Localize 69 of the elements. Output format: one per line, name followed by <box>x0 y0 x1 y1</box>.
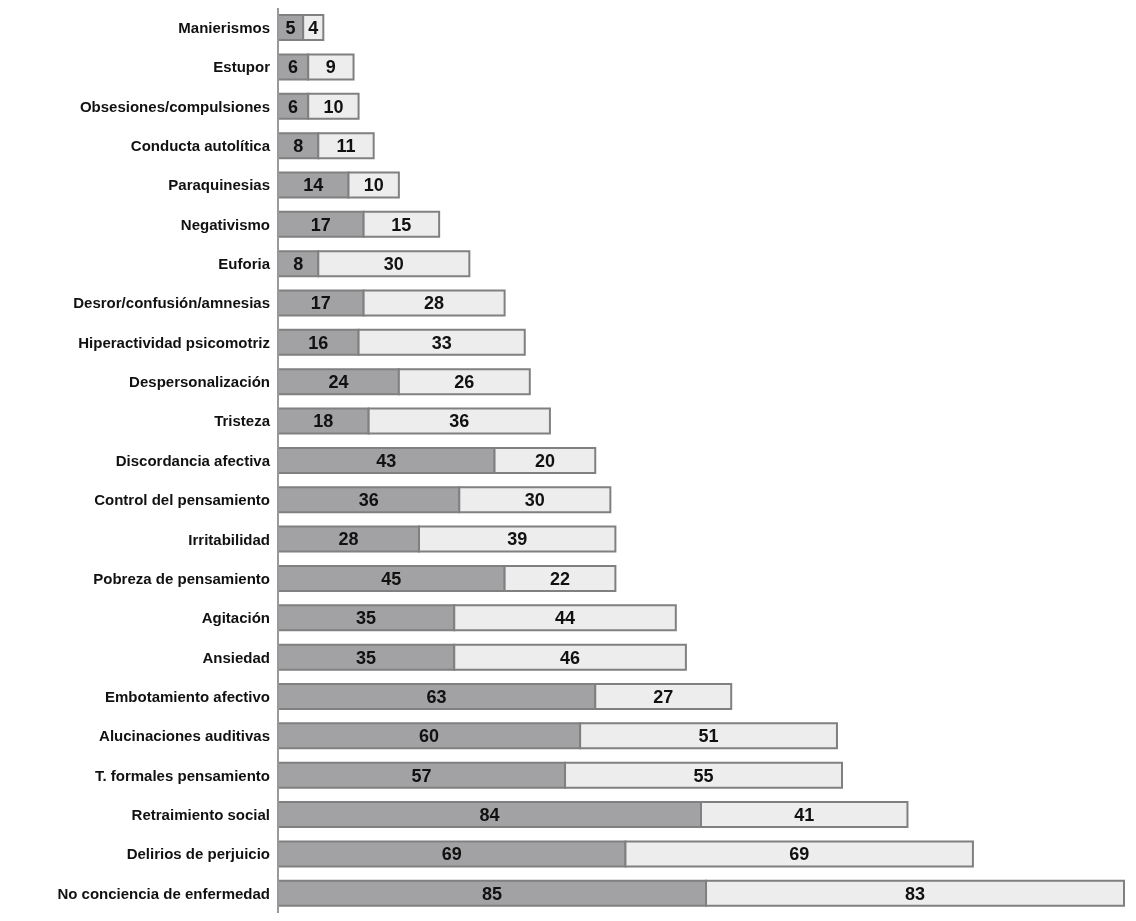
data-label: 69 <box>789 844 810 865</box>
data-label: 14 <box>303 175 324 196</box>
data-label: 26 <box>454 372 475 393</box>
data-label: 11 <box>336 136 356 157</box>
data-label: 5 <box>285 17 296 38</box>
data-label: 30 <box>383 254 404 275</box>
data-label: 16 <box>308 332 329 353</box>
y-tick-label: Retraimiento social <box>131 805 270 823</box>
y-tick-label: No conciencia de enfermedad <box>57 884 270 902</box>
data-label: 20 <box>534 450 555 471</box>
data-label: 10 <box>323 96 344 117</box>
y-tick-label: Delirios de perjuicio <box>126 845 270 863</box>
data-label: 15 <box>391 214 412 235</box>
data-label: 85 <box>482 883 503 904</box>
data-label: 46 <box>560 647 581 668</box>
data-label: 8 <box>293 136 304 157</box>
data-label: 51 <box>698 726 719 747</box>
data-label: 57 <box>411 765 432 786</box>
data-label: 33 <box>431 332 452 353</box>
y-tick-label: Control del pensamiento <box>94 491 270 509</box>
data-label: 39 <box>507 529 528 550</box>
data-label: 9 <box>325 57 336 78</box>
y-tick-label: T. formales pensamiento <box>94 766 270 784</box>
data-label: 36 <box>358 490 379 511</box>
data-label: 84 <box>479 804 500 825</box>
y-tick-label: Manierismos <box>178 19 270 36</box>
y-tick-label: Despersonalización <box>129 373 270 391</box>
y-tick-label: Pobreza de pensamiento <box>93 569 270 587</box>
y-tick-label: Obsesiones/compulsiones <box>79 97 270 115</box>
data-label: 30 <box>524 490 545 511</box>
data-label: 35 <box>356 647 377 668</box>
data-label: 4 <box>308 17 319 38</box>
data-label: 6 <box>288 96 299 117</box>
data-label: 44 <box>555 608 576 629</box>
data-label: 27 <box>653 686 674 707</box>
y-tick-label: Agitación <box>201 609 270 627</box>
y-tick-label: Ansiedad <box>202 648 270 666</box>
data-label: 43 <box>376 450 397 471</box>
data-label: 18 <box>313 411 334 432</box>
data-label: 69 <box>441 844 462 865</box>
y-tick-label: Hiperactividad psicomotriz <box>78 333 270 351</box>
y-tick-label: Alucinaciones auditivas <box>99 727 270 745</box>
data-label: 10 <box>363 175 384 196</box>
y-tick-label: Euforia <box>218 255 271 273</box>
y-tick-label: Irritabilidad <box>188 530 270 548</box>
y-tick-label: Negativismo <box>180 215 270 233</box>
data-label: 45 <box>381 568 402 589</box>
data-label: 41 <box>794 804 815 825</box>
data-label: 83 <box>905 883 926 904</box>
y-tick-label: Embotamiento afectivo <box>104 687 270 705</box>
data-label: 36 <box>449 411 470 432</box>
data-label: 28 <box>424 293 445 314</box>
data-label: 22 <box>549 568 571 589</box>
y-tick-label: Desror/confusión/amnesias <box>73 294 270 312</box>
data-label: 8 <box>293 254 304 275</box>
y-tick-label: Discordancia afectiva <box>115 451 271 469</box>
y-tick-label: Tristeza <box>214 412 271 430</box>
data-label: 6 <box>288 57 299 78</box>
data-label: 24 <box>328 372 349 393</box>
y-tick-label: Estupor <box>213 58 271 76</box>
data-label: 28 <box>338 529 359 550</box>
data-label: 60 <box>419 726 440 747</box>
y-tick-label: Conducta autolítica <box>130 137 271 155</box>
data-label: 35 <box>356 608 377 629</box>
data-label: 17 <box>310 293 331 314</box>
data-label: 17 <box>310 214 331 235</box>
data-label: 55 <box>693 765 714 786</box>
data-label: 63 <box>426 686 447 707</box>
y-tick-label: Paraquinesias <box>168 176 270 194</box>
